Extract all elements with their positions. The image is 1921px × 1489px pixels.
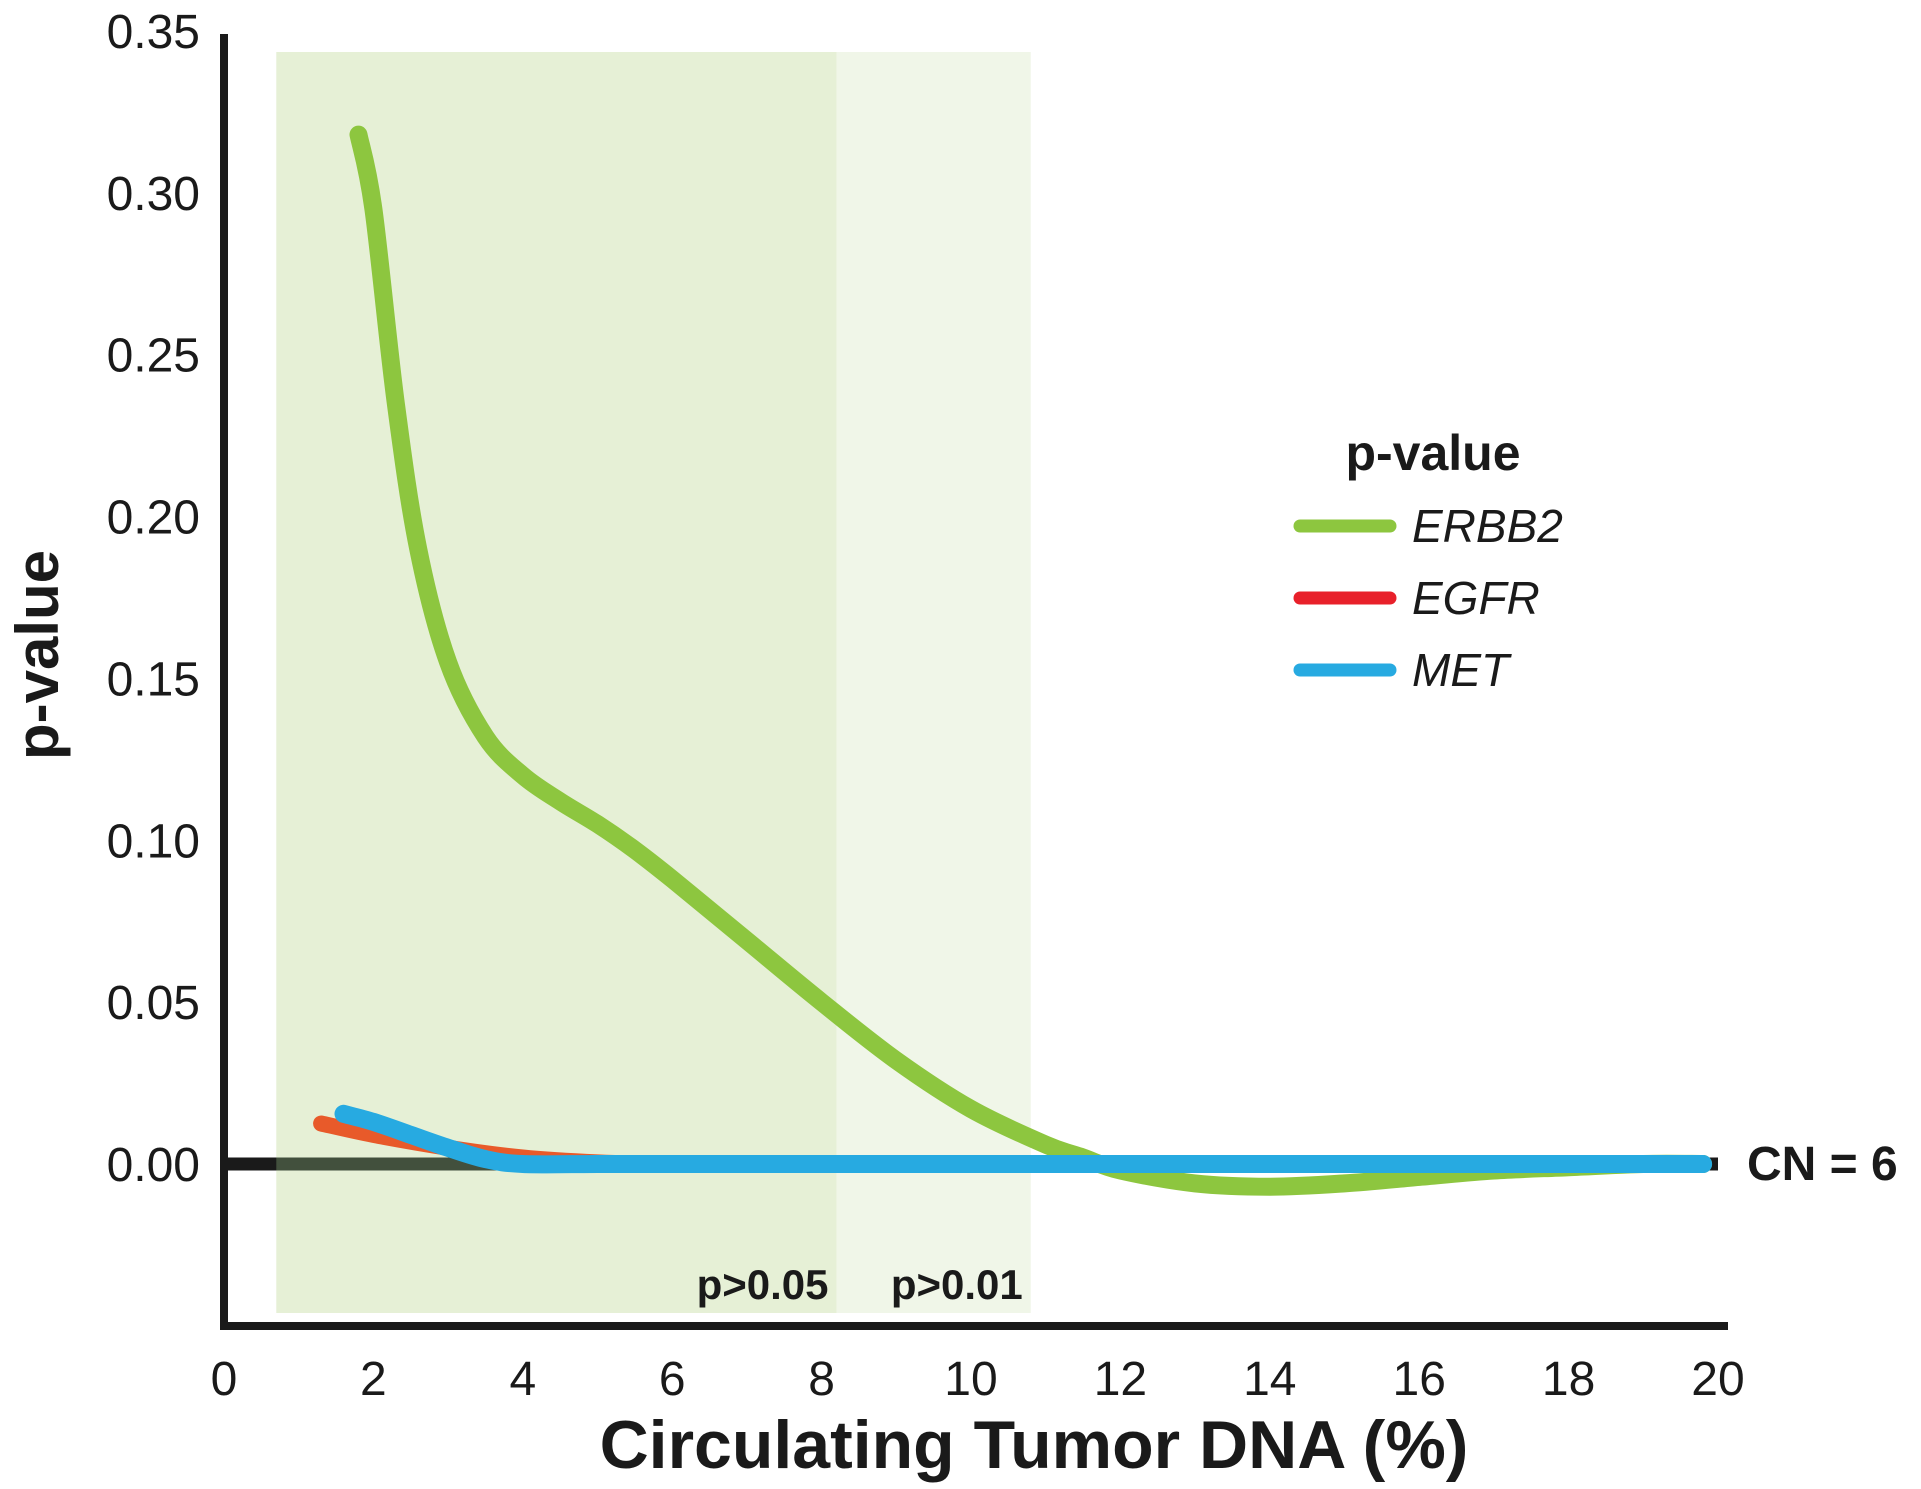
legend: ERBB2 EGFR MET xyxy=(1293,500,1563,696)
axes xyxy=(220,34,1728,1330)
y-tick-label: 0.10 xyxy=(107,815,200,868)
y-tick-label: 0.25 xyxy=(107,330,200,383)
legend-title: p-value xyxy=(1345,425,1520,481)
region-2 xyxy=(836,52,1031,1313)
y-tick-label: 0.15 xyxy=(107,653,200,706)
x-tick-label: 6 xyxy=(659,1353,686,1406)
reference-line-label: CN = 6 xyxy=(1747,1138,1898,1191)
x-tick-label: 14 xyxy=(1243,1353,1296,1406)
x-tick-label: 16 xyxy=(1393,1353,1446,1406)
x-tick-label: 18 xyxy=(1542,1353,1595,1406)
y-axis-title: p-value xyxy=(4,550,71,760)
legend-label-met: MET xyxy=(1412,644,1512,696)
tick-labels: 0 2 4 6 8 10 12 14 16 18 20 0.00 0.05 0.10 0.15 0.20 0.2… xyxy=(107,6,1745,1406)
x-tick-label: 20 xyxy=(1691,1353,1744,1406)
region-label-2: p>0.01 xyxy=(891,1261,1023,1308)
legend-label-erbb2: ERBB2 xyxy=(1412,500,1563,552)
x-tick-label: 10 xyxy=(944,1353,997,1406)
shaded-regions: p>0.05 p>0.01 xyxy=(276,52,1031,1313)
series-line-erbb2 xyxy=(349,125,1713,1196)
y-tick-label: 0.00 xyxy=(107,1139,200,1192)
y-tick-label: 0.05 xyxy=(107,977,200,1030)
series-line-met xyxy=(334,1104,1713,1174)
legend-label-egfr: EGFR xyxy=(1412,572,1540,624)
region-label-1: p>0.05 xyxy=(697,1261,829,1308)
x-tick-label: 4 xyxy=(509,1353,536,1406)
y-tick-label: 0.35 xyxy=(107,6,200,59)
region-1 xyxy=(276,52,837,1313)
x-axis-title: Circulating Tumor DNA (%) xyxy=(600,1407,1469,1483)
x-tick-label: 12 xyxy=(1094,1353,1147,1406)
x-tick-label: 8 xyxy=(808,1353,835,1406)
x-tick-label: 2 xyxy=(360,1353,387,1406)
x-tick-label: 0 xyxy=(211,1353,238,1406)
y-tick-label: 0.30 xyxy=(107,168,200,221)
y-tick-label: 0.20 xyxy=(107,492,200,545)
series-lines xyxy=(313,125,1713,1196)
